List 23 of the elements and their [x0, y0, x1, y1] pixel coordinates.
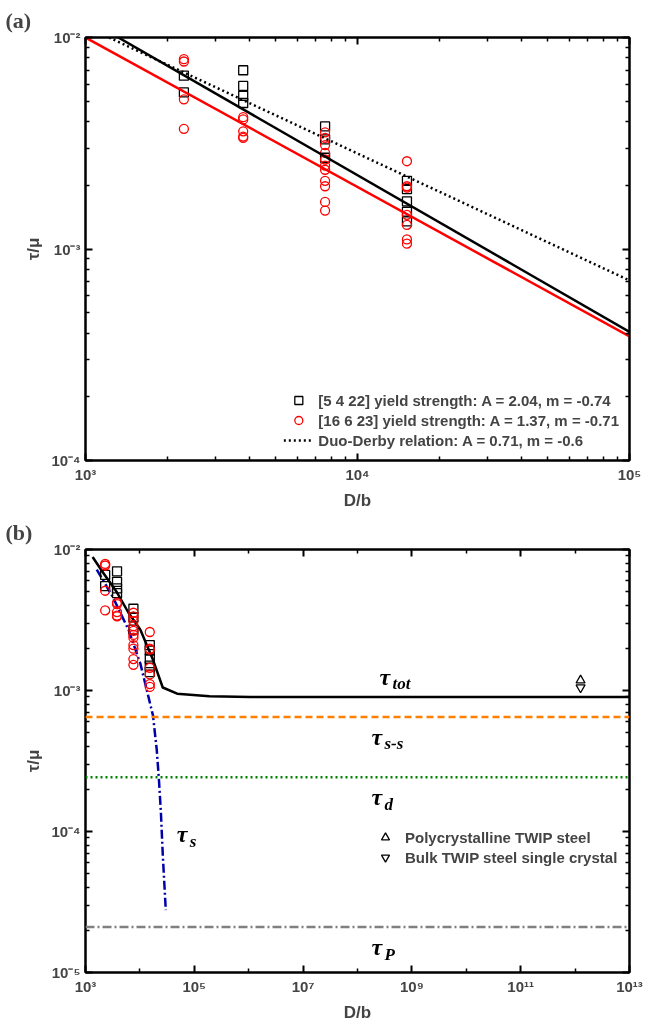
x-tick-label: 10⁵ [182, 977, 207, 995]
chart-title: (a) [5, 7, 32, 33]
legend-label: Polycrystalline TWIP steel [405, 828, 591, 846]
x-tick-label: 10⁵ [617, 465, 642, 483]
legend-label: [16 6 23] yield strength: A = 1.37, m = -0.71 [318, 411, 619, 429]
x-tick-label: 10¹³ [616, 977, 643, 995]
legend-label: [5 4 22] yield strength: A = 2.04, m = -0.74 [318, 391, 611, 409]
y-tick-label: 10⁻³ [53, 682, 81, 699]
y-tick-label: 10⁻⁴ [51, 823, 81, 840]
x-axis-title: D/b [343, 1002, 372, 1022]
legend-label: Bulk TWIP steel single crystal [405, 848, 618, 866]
x-tick-label: 10⁴ [345, 465, 370, 483]
y-tick-label: 10⁻³ [53, 240, 81, 258]
y-tick-label: 10⁻² [53, 541, 81, 558]
x-tick-label: 10⁷ [291, 977, 315, 995]
x-tick-label: 10⁹ [400, 977, 424, 995]
y-tick-label: 10⁻² [53, 29, 81, 46]
legend-label: Duo-Derby relation: A = 0.71, m = -0.6 [318, 431, 584, 449]
x-axis-title: D/b [343, 490, 372, 510]
y-axis-title: τ/μ [24, 237, 44, 261]
chart-title: (b) [5, 519, 33, 545]
x-tick-label: 10¹¹ [507, 977, 535, 995]
y-axis-title: τ/μ [24, 749, 44, 773]
